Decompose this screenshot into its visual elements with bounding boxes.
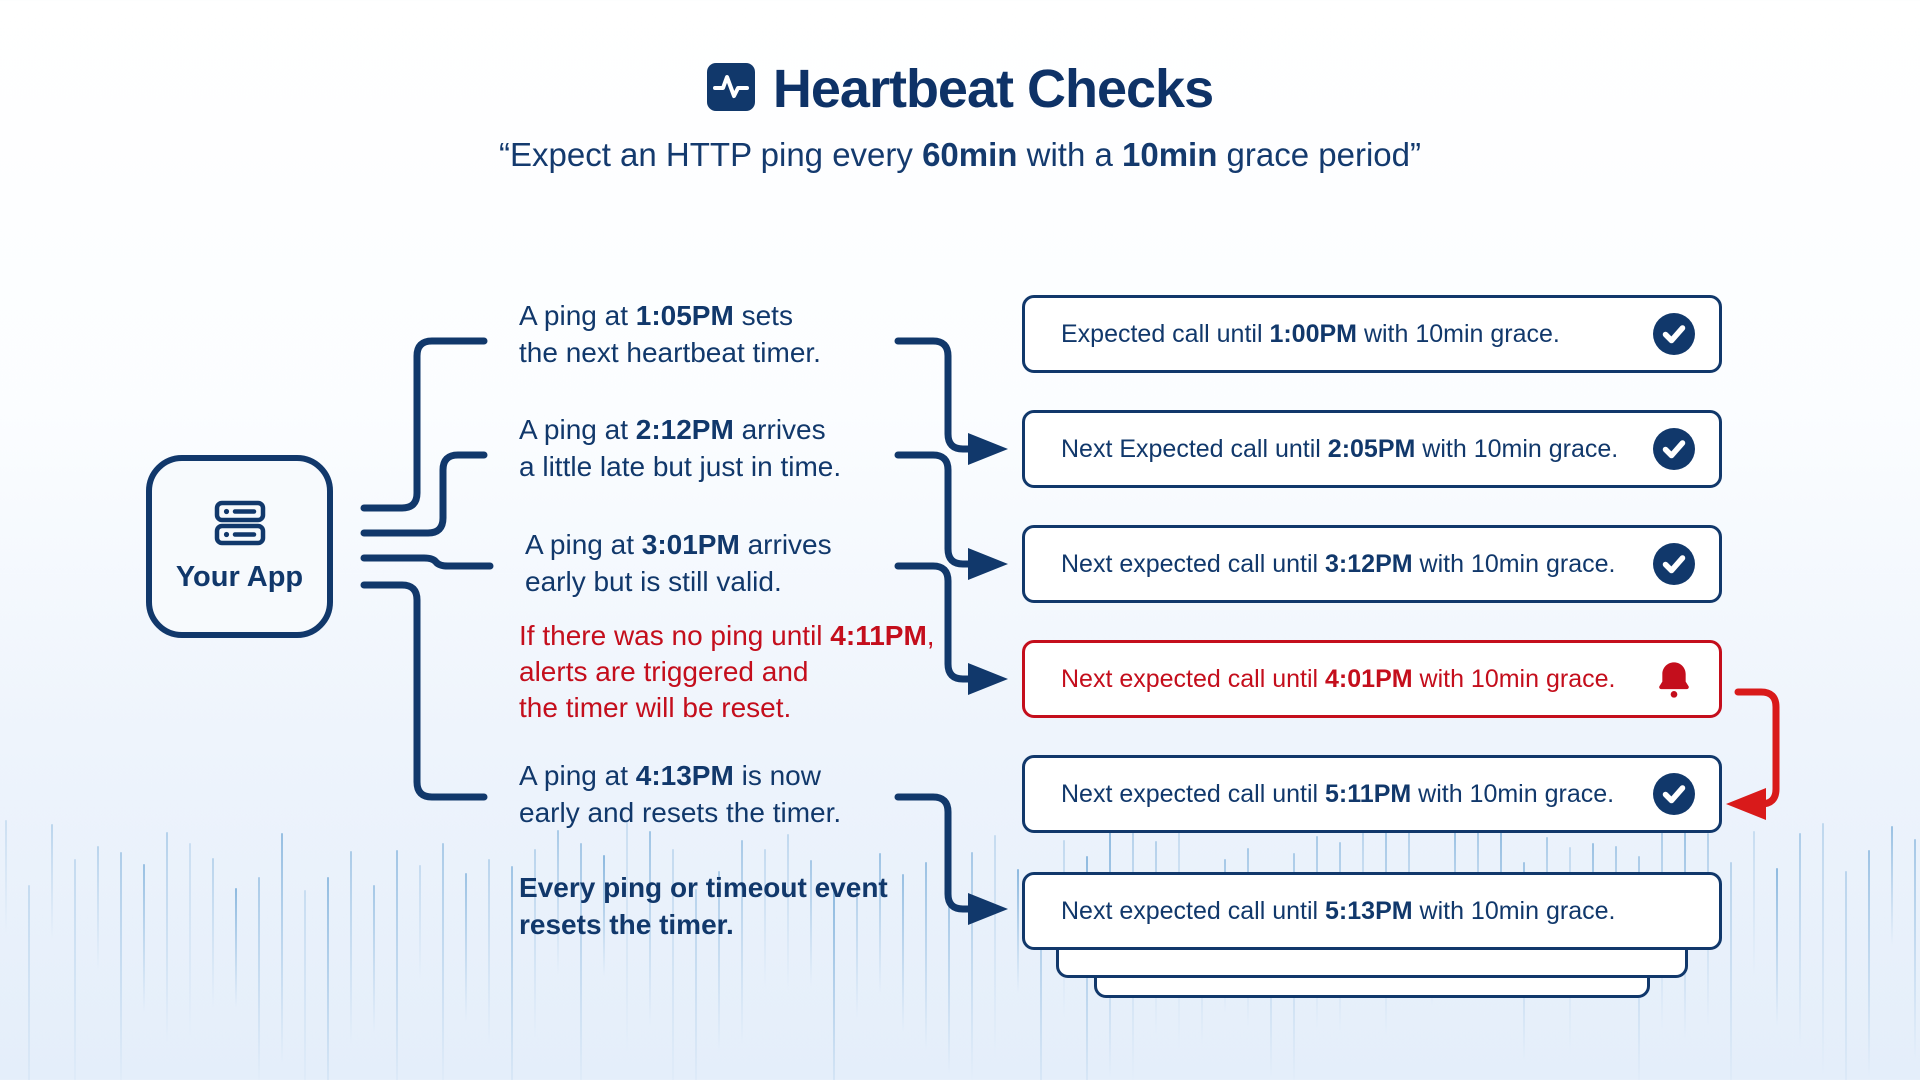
status-text: Next expected call until 3:12PM with 10m… [1061,549,1616,578]
connector-app-to-note-2 [360,451,488,537]
arrowhead-red [1726,788,1766,820]
status-text: Next Expected call until 2:05PM with 10m… [1061,434,1619,463]
note-ping-3: A ping at 3:01PM arrives early but is st… [525,529,832,597]
page-header: Heartbeat Checks [0,58,1920,120]
page-subtitle: “Expect an HTTP ping every 60min with a … [499,136,1421,173]
arrow-timeout-loop [1734,688,1780,808]
status-text: Expected call until 1:00PM with 10min gr… [1061,319,1560,348]
status-box-5: Next expected call until 5:11PM with 10m… [1022,755,1722,833]
note-ping-1: A ping at 1:05PM sets the next heartbeat… [519,300,821,368]
arrowhead [968,548,1008,580]
status-box-6: Next expected call until 5:13PM with 10m… [1022,872,1722,950]
check-icon [1653,428,1695,470]
note-ping-2: A ping at 2:12PM arrives a little late b… [519,414,842,482]
connector-app-to-note-1 [360,337,488,512]
arrowhead [968,663,1008,695]
heartbeat-icon [706,62,755,116]
status-text: Next expected call until 5:11PM with 10m… [1061,779,1615,808]
your-app-label: Your App [175,560,304,593]
status-text: Next expected call until 4:01PM with 10m… [1061,664,1616,693]
status-box-2: Next Expected call until 2:05PM with 10m… [1022,410,1722,488]
status-box-4-alert: Next expected call until 4:01PM with 10m… [1022,640,1722,718]
arrowhead [968,433,1008,465]
page-title: Heartbeat Checks [772,59,1214,119]
status-box-3: Next expected call until 3:12PM with 10m… [1022,525,1722,603]
arrow-note5-to-box6 [894,793,974,913]
your-app-node: Your App [146,455,333,638]
check-icon [1653,313,1695,355]
status-text: Next expected call until 5:13PM with 10m… [1061,896,1616,925]
note-ping-4: A ping at 4:13PM is now early and resets… [519,760,842,828]
arrow-note2-to-box3 [894,451,974,568]
bell-icon [1653,658,1695,700]
check-icon [1653,773,1695,815]
note-reset-rule: Every ping or timeout event resets the t… [519,872,888,940]
check-icon [1653,543,1695,585]
server-icon [214,500,266,551]
arrowhead [968,893,1008,925]
connector-app-to-note-4 [360,581,488,801]
status-box-1: Expected call until 1:00PM with 10min gr… [1022,295,1722,373]
note-timeout: If there was no ping until 4:11PM, alert… [519,620,935,723]
arrow-note1-to-box2 [894,337,974,453]
connector-app-to-note-3 [360,554,494,570]
